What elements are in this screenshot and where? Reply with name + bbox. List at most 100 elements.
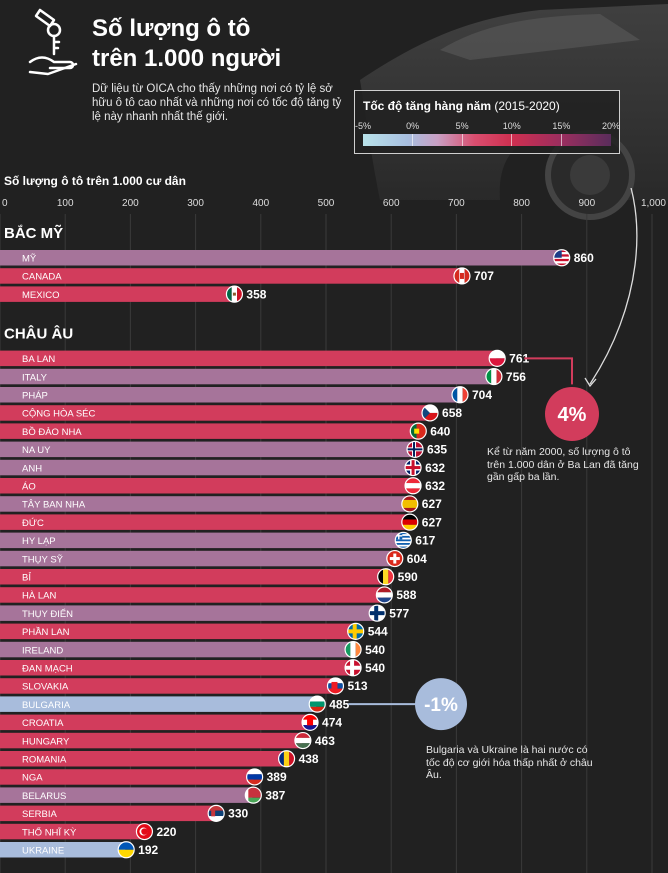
growth-rate-legend: Tốc độ tăng hàng năm (2015-2020) -5% 0% 5%…	[354, 90, 620, 154]
x-tick-label: 400	[252, 198, 269, 209]
flag-border	[225, 285, 244, 303]
bar	[0, 550, 394, 567]
flag-border	[485, 367, 503, 386]
x-tick-label: 900	[578, 198, 595, 209]
bar-label: ROMANIA	[22, 755, 67, 766]
flag-border	[409, 422, 427, 440]
bar	[0, 842, 126, 858]
bar-label: ITALY	[22, 372, 48, 383]
flag-border	[406, 440, 424, 458]
value-label: 192	[138, 843, 158, 857]
bar	[0, 496, 409, 512]
bar-label: PHÁP	[22, 391, 48, 402]
bar-label: CROATIA	[22, 718, 64, 729]
bar	[0, 751, 286, 767]
value-label: 761	[509, 352, 529, 366]
bar-label: NA UY	[22, 445, 51, 456]
bar-label: UKRAINE	[22, 846, 64, 857]
flag-border	[344, 659, 362, 677]
value-label: 220	[156, 825, 176, 839]
value-label: 627	[422, 515, 442, 529]
value-label: 387	[265, 788, 285, 802]
serbia-flag-icon	[208, 805, 225, 822]
bar	[0, 405, 430, 421]
austria-flag-icon	[405, 477, 422, 494]
bar	[0, 459, 413, 476]
portugal-flag-icon	[410, 423, 427, 440]
bar	[0, 660, 353, 676]
legend-arrow	[589, 188, 638, 385]
bar	[0, 423, 418, 439]
italy-flag-icon	[485, 368, 502, 385]
x-axis-title: Số lượng ô tô trên 1.000 cư dân	[4, 174, 186, 188]
legend-color-scale	[363, 134, 611, 146]
bar	[0, 696, 317, 712]
value-label: 860	[574, 251, 594, 265]
legend-tick: 15%	[552, 121, 571, 131]
bar-label: BULGARIA	[22, 700, 71, 711]
bar	[0, 478, 413, 494]
value-label: 632	[425, 479, 445, 493]
value-label: 640	[430, 424, 450, 438]
flag-border	[246, 768, 264, 786]
value-label: 513	[347, 679, 367, 693]
flag-border	[207, 804, 225, 822]
value-label: 330	[228, 807, 248, 821]
bar-chart: 0 100 200 300 400 500 600 700 800 900 1,000 BẮC MỸ M…	[0, 188, 666, 873]
bar-label: CANADA	[22, 272, 62, 283]
bar-label: PHẦN LAN	[22, 627, 70, 638]
car-key-hand-logo	[28, 8, 78, 76]
flag-border	[386, 549, 404, 568]
usa-flag-icon	[553, 249, 570, 266]
poland-connector	[524, 357, 573, 385]
flag-border	[377, 568, 395, 586]
legend-ticks: -5% 0% 5% 10% 15% 20%	[355, 121, 620, 133]
bar	[0, 714, 310, 731]
x-tick-label: 600	[383, 198, 400, 209]
group-heading: BẮC MỸ	[4, 224, 63, 242]
bar	[0, 441, 415, 458]
group-heading: CHÂU ÂU	[4, 325, 73, 343]
bar-label: SLOVAKIA	[22, 682, 69, 693]
x-tick-label: 800	[513, 198, 530, 209]
intro-text: Dữ liệu từ OICA cho thấy những nơi có tỷ…	[92, 83, 342, 123]
canada-flag-icon	[453, 267, 470, 284]
bar-label: THỤY SỸ	[22, 554, 64, 565]
bar-label: HUNGARY	[22, 736, 70, 747]
mexico-flag-icon	[226, 286, 243, 303]
flag-border	[308, 695, 326, 713]
bar-label: MEXICO	[22, 290, 59, 301]
flag-border	[488, 349, 506, 367]
flag-border	[117, 841, 135, 859]
value-label: 627	[422, 497, 442, 511]
flag-border	[326, 677, 345, 695]
value-label: 604	[407, 552, 427, 566]
value-label: 756	[506, 370, 526, 384]
bar-label: NGA	[22, 773, 43, 784]
bar-label: HÀ LAN	[22, 591, 56, 602]
value-label: 707	[474, 269, 494, 283]
legend-tick: 0%	[406, 121, 420, 131]
x-tick-label: 500	[318, 198, 335, 209]
bar	[0, 605, 377, 621]
flag-border	[277, 750, 296, 768]
bar	[0, 569, 385, 585]
bar	[0, 587, 384, 603]
value-label: 540	[365, 643, 385, 657]
bar	[0, 368, 493, 385]
spain-flag-icon	[401, 495, 418, 512]
bar-label: SERBIA	[22, 809, 58, 820]
flag-border	[401, 495, 419, 513]
x-tick-label: 300	[187, 198, 204, 209]
norway-flag-icon	[407, 441, 424, 458]
bar-label: ÁO	[22, 482, 36, 493]
value-label: 590	[398, 570, 418, 584]
legend-arrowhead	[584, 377, 597, 388]
legend-title: Tốc độ tăng hàng năm (2015-2020)	[363, 99, 560, 113]
bar-label: ĐAN MẠCH	[22, 664, 73, 675]
bar	[0, 805, 216, 822]
page-title: Số lượng ô tô trên 1.000 người	[92, 15, 282, 72]
flag-border	[421, 404, 439, 422]
flag-border	[451, 386, 469, 404]
legend-tick: 20%	[601, 121, 621, 131]
